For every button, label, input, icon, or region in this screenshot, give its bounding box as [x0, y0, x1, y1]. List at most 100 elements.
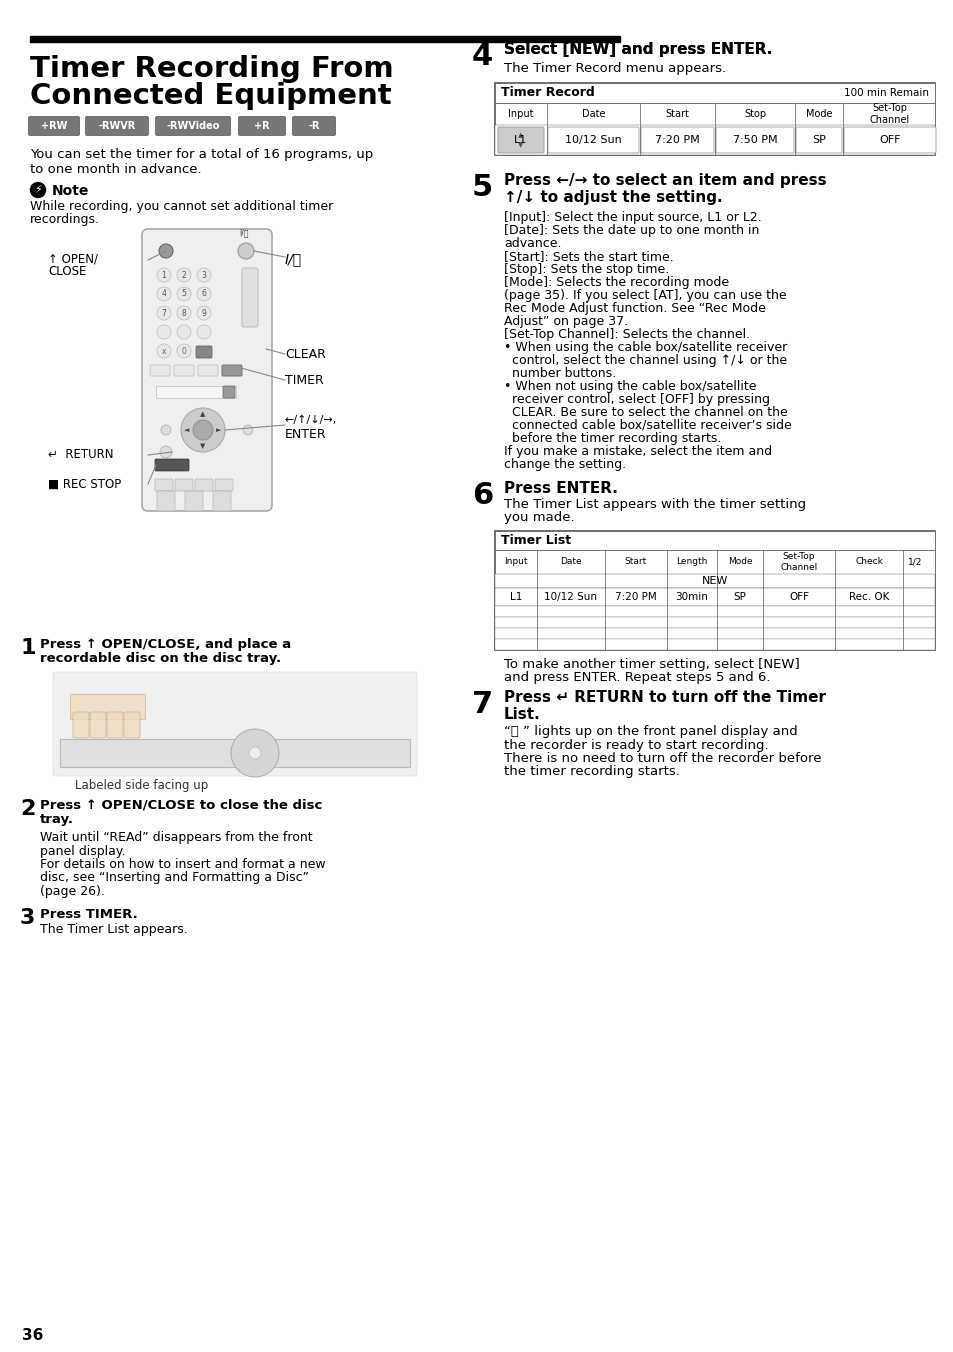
Text: There is no need to turn off the recorder before: There is no need to turn off the recorde… [503, 752, 821, 765]
Text: before the timer recording starts.: before the timer recording starts. [503, 433, 720, 445]
Text: (page 26).: (page 26). [40, 886, 105, 898]
Circle shape [160, 446, 172, 458]
Bar [495, 606, 934, 617]
Text: TIMER: TIMER [285, 375, 323, 387]
FancyBboxPatch shape [154, 458, 189, 470]
FancyBboxPatch shape [194, 479, 213, 491]
Text: For details on how to insert and format a new: For details on how to insert and format … [40, 859, 325, 871]
Text: The Timer Record menu appears.: The Timer Record menu appears. [503, 62, 725, 74]
Text: 3: 3 [201, 270, 206, 280]
FancyBboxPatch shape [213, 491, 231, 511]
Text: 7: 7 [161, 308, 166, 318]
Text: Date: Date [559, 557, 581, 566]
Text: While recording, you cannot set additional timer: While recording, you cannot set addition… [30, 200, 333, 214]
Text: [Set-Top Channel]: Selects the channel.: [Set-Top Channel]: Selects the channel. [503, 329, 749, 341]
Text: • When not using the cable box/satellite: • When not using the cable box/satellite [503, 380, 756, 393]
Text: Adjust” on page 37.: Adjust” on page 37. [503, 315, 627, 329]
Text: L1: L1 [514, 135, 527, 145]
FancyBboxPatch shape [174, 479, 193, 491]
Text: Stop: Stop [743, 110, 765, 119]
Text: ▼: ▼ [517, 142, 523, 147]
Bar [495, 82, 934, 103]
Text: you made.: you made. [503, 511, 574, 525]
Text: Labeled side facing up: Labeled side facing up [75, 779, 208, 792]
Text: Timer Recording From: Timer Recording From [30, 55, 394, 82]
Text: receiver control, select [OFF] by pressing: receiver control, select [OFF] by pressi… [503, 393, 769, 406]
Bar [495, 124, 934, 155]
Text: 0: 0 [181, 346, 186, 356]
Text: the recorder is ready to start recording.: the recorder is ready to start recording… [503, 738, 768, 752]
FancyBboxPatch shape [173, 365, 193, 376]
Text: and press ENTER. Repeat steps 5 and 6.: and press ENTER. Repeat steps 5 and 6. [503, 671, 770, 684]
Text: 4: 4 [161, 289, 166, 299]
Text: control, select the channel using ↑/↓ or the: control, select the channel using ↑/↓ or… [503, 354, 786, 366]
Text: [Mode]: Selects the recording mode: [Mode]: Selects the recording mode [503, 276, 728, 289]
Text: disc, see “Inserting and Formatting a Disc”: disc, see “Inserting and Formatting a Di… [40, 872, 309, 884]
Bar [495, 531, 934, 650]
FancyBboxPatch shape [795, 127, 841, 153]
Text: You can set the timer for a total of 16 programs, up: You can set the timer for a total of 16 … [30, 147, 373, 161]
FancyBboxPatch shape [29, 116, 79, 135]
FancyBboxPatch shape [497, 127, 543, 153]
Text: Rec. OK: Rec. OK [848, 592, 888, 602]
FancyBboxPatch shape [223, 387, 234, 397]
Circle shape [193, 420, 213, 439]
Text: [Date]: Sets the date up to one month in: [Date]: Sets the date up to one month in [503, 224, 759, 237]
Text: -RWVideo: -RWVideo [166, 120, 219, 131]
FancyBboxPatch shape [142, 228, 272, 511]
Text: 100 min Remain: 100 min Remain [843, 88, 928, 97]
Text: To make another timer setting, select [NEW]: To make another timer setting, select [N… [503, 658, 799, 671]
Text: Wait until “REAd” disappears from the front: Wait until “REAd” disappears from the fr… [40, 831, 313, 844]
Text: ▲: ▲ [200, 411, 206, 416]
Text: 3: 3 [20, 909, 35, 929]
Text: 30min: 30min [675, 592, 708, 602]
Text: -RWVR: -RWVR [98, 120, 135, 131]
Bar [60, 740, 410, 767]
Circle shape [237, 243, 253, 260]
Text: Set-Top
Channel: Set-Top Channel [869, 103, 909, 124]
Circle shape [243, 425, 253, 435]
Text: Press ↵ RETURN to turn off the Timer: Press ↵ RETURN to turn off the Timer [503, 690, 825, 704]
Text: ▲: ▲ [517, 132, 523, 138]
Text: (page 35). If you select [AT], you can use the: (page 35). If you select [AT], you can u… [503, 289, 786, 301]
Bar [495, 639, 934, 650]
Circle shape [177, 324, 191, 339]
Bar [495, 588, 934, 606]
Text: Timer List: Timer List [500, 534, 571, 548]
Text: Date: Date [581, 110, 604, 119]
Bar [495, 550, 934, 575]
Text: 10/12 Sun: 10/12 Sun [564, 135, 621, 145]
FancyBboxPatch shape [86, 116, 149, 135]
Circle shape [196, 287, 211, 301]
Text: OFF: OFF [879, 135, 900, 145]
Text: [Start]: Sets the start time.: [Start]: Sets the start time. [503, 250, 673, 264]
Text: Select [NEW] and press ENTER.: Select [NEW] and press ENTER. [503, 42, 772, 57]
Bar [495, 531, 934, 550]
Text: Length: Length [676, 557, 707, 566]
Bar [495, 617, 934, 627]
Text: ↑ OPEN/: ↑ OPEN/ [48, 251, 98, 265]
Text: I/⏻: I/⏻ [239, 228, 249, 237]
Circle shape [249, 748, 261, 758]
Text: I/⏻: I/⏻ [285, 251, 302, 266]
Text: Note: Note [52, 184, 90, 197]
Text: ↑/↓ to adjust the setting.: ↑/↓ to adjust the setting. [503, 191, 721, 206]
Text: 10/12 Sun: 10/12 Sun [544, 592, 597, 602]
Text: Mode: Mode [805, 110, 831, 119]
FancyBboxPatch shape [150, 365, 170, 376]
Text: 4: 4 [472, 42, 493, 72]
Text: Mode: Mode [727, 557, 752, 566]
Text: Connected Equipment: Connected Equipment [30, 82, 392, 110]
Text: Timer Record: Timer Record [500, 87, 594, 100]
Circle shape [30, 183, 46, 197]
FancyBboxPatch shape [214, 479, 233, 491]
Text: Set-Top
Channel: Set-Top Channel [780, 553, 817, 572]
FancyBboxPatch shape [242, 268, 257, 327]
FancyBboxPatch shape [185, 491, 203, 511]
Circle shape [177, 343, 191, 358]
Text: L1: L1 [509, 592, 521, 602]
Bar [30, 37, 619, 42]
FancyBboxPatch shape [53, 672, 416, 776]
Circle shape [231, 729, 278, 777]
Text: Select [NEW] and press ENTER.: Select [NEW] and press ENTER. [503, 42, 772, 57]
